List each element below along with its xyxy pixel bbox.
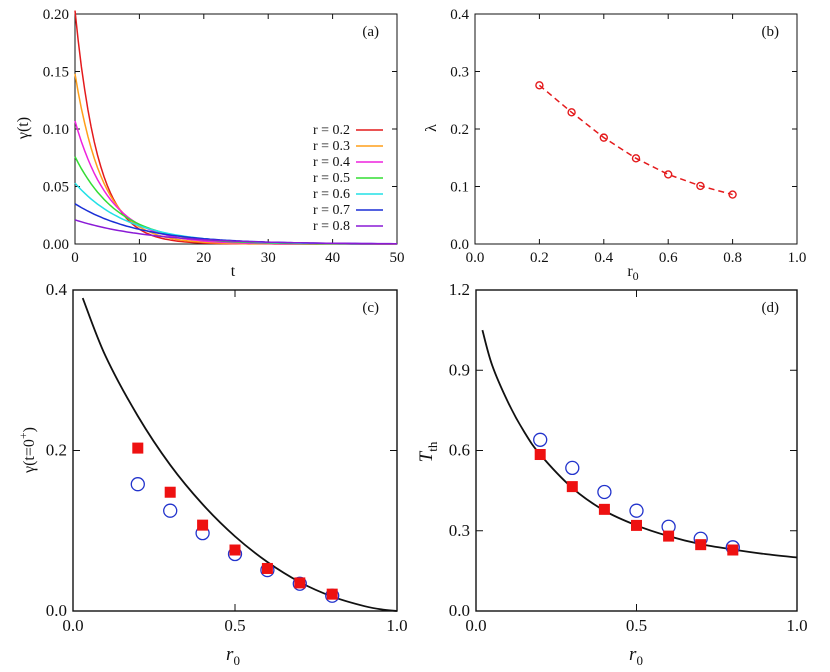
- y-tick-label: 0.0: [450, 237, 469, 253]
- filled-square-point: [326, 588, 338, 600]
- y-tick-label: 0.2: [46, 441, 67, 460]
- y-tick-label: 0.05: [43, 180, 69, 196]
- panel-c: 0.0 0.5 1.0 0.0 0.2 0.4 (c) r0 γ(t=0+): [16, 280, 408, 668]
- legend-label: r = 0.6: [313, 187, 350, 202]
- x-tick-label: 40: [325, 250, 340, 266]
- y-tick-label: 0.0: [449, 601, 470, 620]
- data-point: [728, 190, 737, 199]
- panel-label: (b): [762, 24, 780, 40]
- data-point: [535, 81, 544, 90]
- x-tick-label: 50: [390, 250, 405, 266]
- filled-square-point: [727, 544, 739, 556]
- y-axis-label: λ: [423, 124, 440, 132]
- x-axis-label: r0: [627, 263, 638, 283]
- data-point: [599, 133, 608, 142]
- open-circle-point: [292, 576, 307, 591]
- open-circle-point: [565, 460, 580, 476]
- x-axis-label: t: [231, 263, 236, 280]
- x-tick-label: 20: [196, 250, 211, 266]
- y-axis-label: Tth: [416, 441, 440, 462]
- panel-b: 0.0 0.2 0.4 0.6 0.8 1.0 0.0 0.1 0.2 0.3 0.4 (b) r0 λ: [423, 7, 806, 283]
- y-tick-label: 0.15: [43, 65, 69, 81]
- x-tick-label: 0.4: [594, 250, 613, 266]
- x-tick-label: 1.0: [786, 616, 807, 635]
- legend-label: r = 0.5: [313, 171, 350, 186]
- panel-label: (c): [362, 300, 379, 316]
- panel-d: 0.0 0.5 1.0 0.0 0.3 0.6 0.9 1.2 (d) r0 Tth: [416, 280, 808, 668]
- open-circle-point: [533, 432, 548, 447]
- filled-square-point: [261, 562, 273, 574]
- x-tick-label: 0.0: [466, 250, 485, 266]
- x-tick-label: 0.0: [62, 616, 83, 635]
- y-tick-label: 0.6: [449, 441, 470, 460]
- y-tick-label: 0.20: [43, 7, 69, 23]
- filled-square-point: [663, 530, 675, 542]
- filled-square-point: [164, 486, 176, 498]
- plot-frame: [474, 13, 798, 245]
- y-tick-label: 0.10: [43, 122, 69, 138]
- y-axis-label: γ(t=0+): [16, 427, 38, 474]
- data-point: [664, 170, 673, 179]
- filled-square-point: [566, 481, 578, 493]
- filled-square-point: [534, 449, 546, 461]
- filled-square-point: [631, 519, 642, 531]
- y-tick-label: 0.3: [449, 521, 470, 540]
- y-tick-label: 0.0: [46, 601, 67, 620]
- panel-label: (a): [362, 24, 379, 40]
- open-circle-point: [629, 503, 644, 518]
- filled-square-point: [294, 577, 306, 589]
- theory-curve: [81, 297, 398, 612]
- y-tick-label: 0.3: [450, 65, 469, 81]
- series-line: [74, 219, 397, 245]
- open-circle-point: [130, 477, 145, 492]
- y-tick-label: 0.4: [46, 280, 68, 299]
- open-circle-point: [163, 503, 178, 518]
- y-tick-label: 1.2: [449, 280, 470, 299]
- y-tick-label: 0.1: [450, 180, 469, 196]
- x-tick-label: 0.5: [224, 616, 245, 635]
- data-point: [567, 108, 576, 117]
- panel-a: 0 10 20 30 40 50 0.00 0.05 0.10 0.15 0.20 (a) r = 0.…: [15, 7, 405, 280]
- x-tick-label: 1.0: [788, 250, 807, 266]
- y-tick-label: 0.9: [449, 360, 470, 379]
- x-axis-label: r0: [226, 644, 240, 668]
- open-circle-point: [597, 484, 612, 500]
- legend-label: r = 0.7: [313, 203, 350, 218]
- x-tick-label: 0.6: [659, 250, 678, 266]
- filled-square-point: [229, 544, 241, 556]
- x-tick-label: 0: [71, 250, 79, 266]
- panel-label: (d): [762, 300, 780, 316]
- data-point: [631, 154, 641, 163]
- x-tick-label: 30: [261, 250, 276, 266]
- x-tick-label: 0.5: [626, 616, 647, 635]
- x-axis-label: r0: [629, 644, 643, 668]
- x-tick-label: 10: [132, 250, 147, 266]
- y-tick-label: 0.2: [450, 122, 469, 138]
- legend-label: r = 0.8: [313, 219, 350, 234]
- filled-square-point: [695, 539, 707, 551]
- filled-square-point: [132, 442, 144, 454]
- legend-label: r = 0.4: [313, 155, 350, 170]
- filled-square-point: [598, 503, 610, 515]
- y-tick-label: 0.4: [450, 7, 469, 23]
- data-point: [696, 181, 705, 191]
- filled-square-point: [197, 519, 209, 531]
- legend-label: r = 0.3: [313, 139, 350, 154]
- legend-label: r = 0.2: [313, 123, 350, 138]
- x-tick-label: 0.2: [530, 250, 549, 266]
- plot-frame: [475, 289, 798, 612]
- y-axis-label: γ(t): [15, 117, 32, 140]
- x-tick-label: 0.8: [723, 250, 742, 266]
- fit-dashed-line: [538, 84, 733, 196]
- y-tick-label: 0.00: [43, 237, 69, 253]
- plot-frame: [72, 289, 398, 612]
- x-tick-label: 0.0: [465, 616, 486, 635]
- x-tick-label: 1.0: [386, 616, 407, 635]
